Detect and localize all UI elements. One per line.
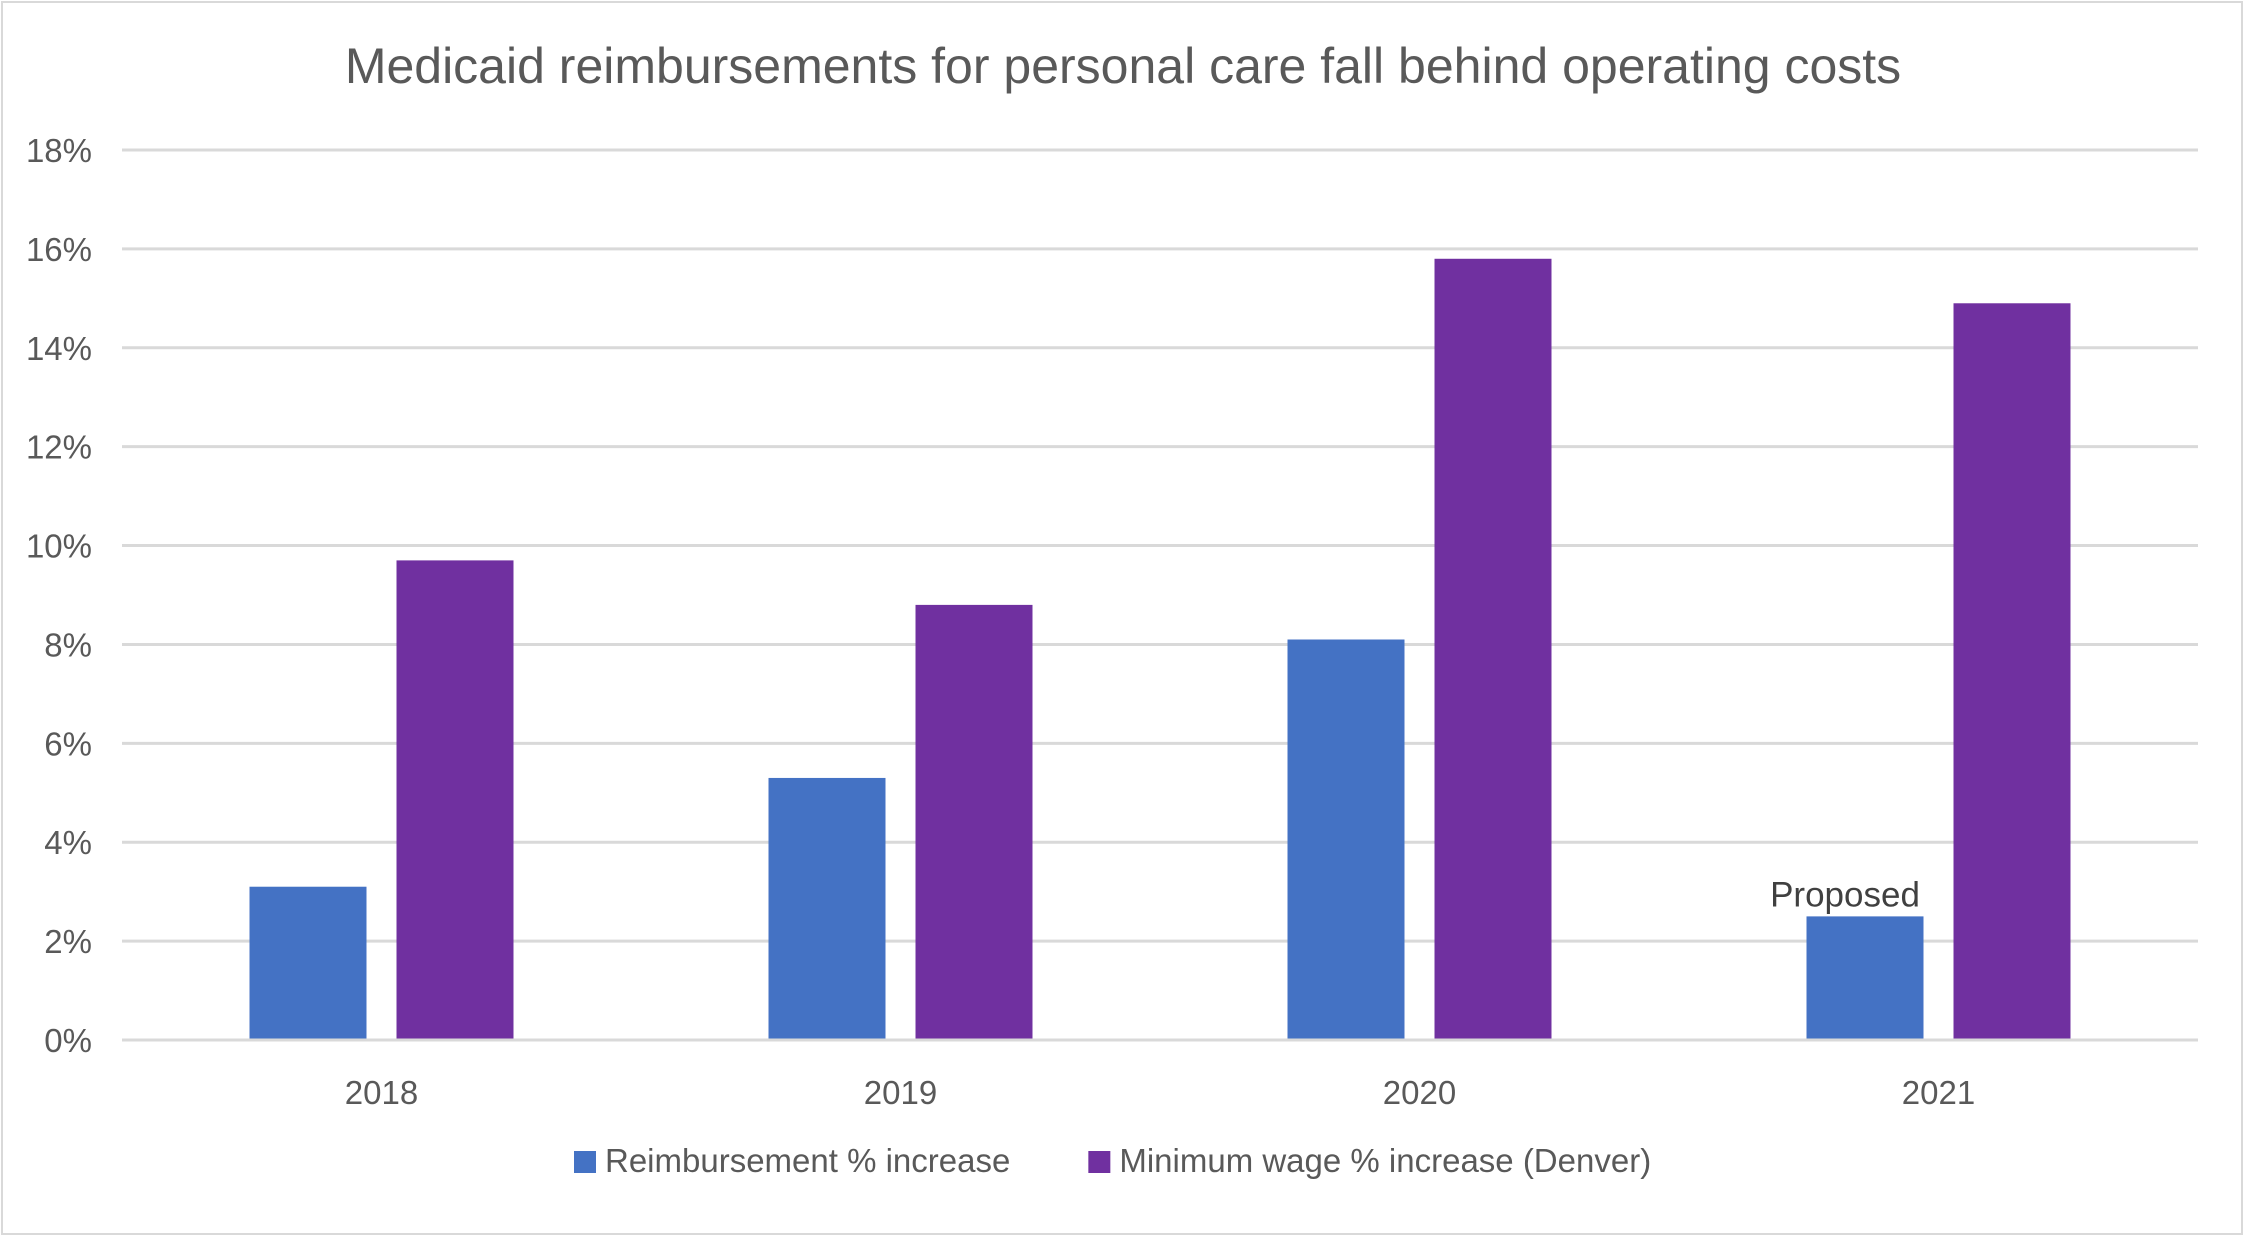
legend-label: Minimum wage % increase (Denver)	[1119, 1142, 1651, 1179]
legend-label: Reimbursement % increase	[605, 1142, 1010, 1179]
y-tick-label: 0%	[44, 1022, 92, 1059]
bar-reimbursement-2019	[768, 777, 886, 1040]
x-tick-label: 2020	[1383, 1074, 1456, 1111]
y-tick-label: 18%	[26, 132, 92, 169]
x-tick-label: 2018	[345, 1074, 418, 1111]
y-tick-label: 10%	[26, 528, 92, 565]
bar-minimum-wage-2020	[1434, 258, 1552, 1040]
chart-title: Medicaid reimbursements for personal car…	[345, 38, 1901, 94]
legend-swatch	[574, 1151, 596, 1173]
bar-minimum-wage-2021	[1953, 303, 2071, 1040]
bar-reimbursement-2018	[249, 886, 367, 1040]
y-tick-label: 4%	[44, 824, 92, 861]
y-tick-label: 8%	[44, 626, 92, 663]
legend: Reimbursement % increase Minimum wage % i…	[574, 1142, 1651, 1179]
y-tick-label: 16%	[26, 231, 92, 268]
legend-swatch	[1088, 1151, 1111, 1173]
y-tick-label: 2%	[44, 923, 92, 960]
y-axis-labels: 0% 2% 4% 6% 8% 10% 12% 14% 16% 18%	[26, 132, 92, 1059]
x-tick-label: 2019	[864, 1074, 937, 1111]
x-tick-label: 2021	[1902, 1074, 1975, 1111]
bar-minimum-wage-2018	[396, 560, 514, 1040]
y-tick-label: 12%	[26, 429, 92, 466]
bar-reimbursement-2021	[1806, 916, 1924, 1040]
bar-minimum-wage-2019	[915, 604, 1033, 1040]
y-tick-label: 14%	[26, 330, 92, 367]
annotations: Proposed	[1770, 875, 1920, 914]
bar-reimbursement-2020	[1287, 639, 1405, 1040]
annotation-label: Proposed	[1770, 875, 1920, 914]
y-tick-label: 6%	[44, 725, 92, 762]
x-axis-labels: 2018 2019 2020 2021	[122, 1038, 2198, 1111]
bars	[249, 258, 2071, 1040]
